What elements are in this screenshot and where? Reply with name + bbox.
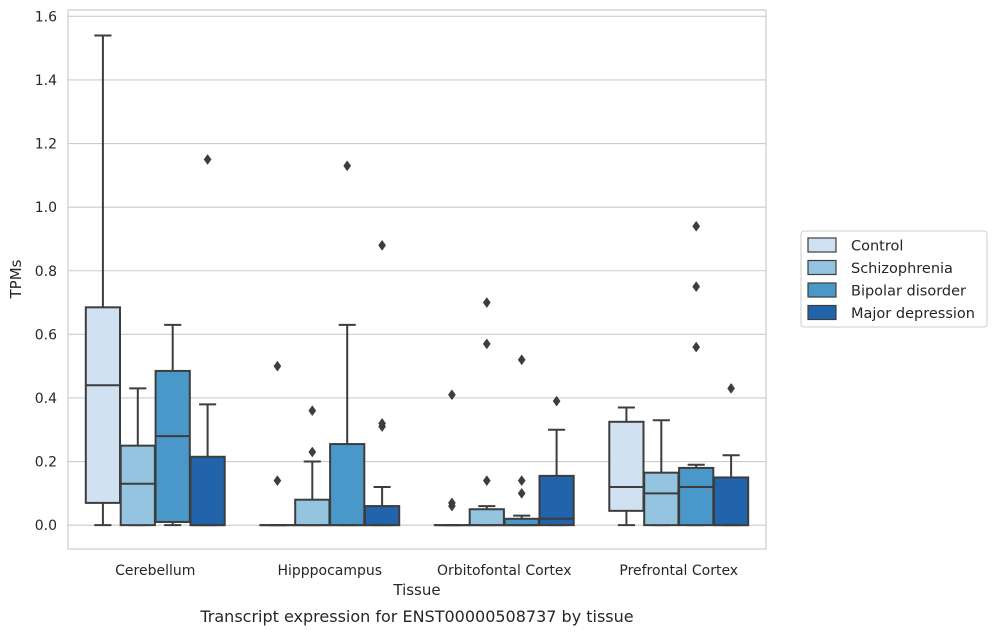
- chart-caption: Transcript expression for ENST0000050873…: [199, 607, 633, 626]
- outlier-point: [344, 161, 351, 171]
- y-tick-label: 0.8: [35, 264, 57, 280]
- box-body: [644, 473, 678, 525]
- x-tick-label: Hipppocampus: [277, 563, 382, 579]
- legend-label: Bipolar disorder: [851, 284, 966, 300]
- box-schizophrenia: [644, 420, 678, 525]
- box-control: [435, 390, 469, 525]
- outlier-point: [518, 488, 525, 498]
- box-major-depression: [714, 383, 748, 525]
- outlier-point: [274, 361, 281, 371]
- box-body: [156, 371, 190, 522]
- outlier-point: [518, 476, 525, 486]
- box-body: [470, 509, 504, 525]
- outlier-point: [483, 476, 490, 486]
- box-body: [365, 506, 399, 525]
- x-tick-label: Orbitofontal Cortex: [437, 563, 572, 579]
- box-body: [539, 476, 573, 525]
- y-axis-label: TPMs: [7, 259, 25, 299]
- y-tick-labels: 0.0 0.2 0.4 0.6 0.8 1.0 1.2 1.4 1.6: [35, 9, 57, 534]
- box-schizophrenia: [295, 406, 329, 525]
- box-groups: [86, 35, 748, 525]
- box-body: [330, 444, 364, 525]
- x-tick-labels: Cerebellum Hipppocampus Orbitofontal Corte…: [115, 563, 738, 579]
- legend-swatch: [808, 261, 836, 275]
- box-bipolar-disorder: [156, 325, 190, 525]
- legend-swatch: [808, 238, 836, 252]
- y-tick-label: 0.2: [35, 455, 57, 471]
- legend-label: Schizophrenia: [851, 261, 953, 277]
- box-body: [86, 307, 120, 503]
- outlier-point: [728, 383, 735, 393]
- outlier-point: [204, 154, 211, 164]
- x-axis-label: Tissue: [392, 581, 440, 599]
- box-major-depression: [539, 396, 573, 525]
- y-tick-label: 1.2: [35, 137, 57, 153]
- outlier-point: [309, 406, 316, 416]
- y-tick-label: 0.4: [35, 391, 57, 407]
- box-schizophrenia: [470, 298, 504, 526]
- box-bipolar-disorder: [679, 221, 713, 525]
- outlier-point: [693, 342, 700, 352]
- y-tick-label: 0.0: [35, 518, 57, 534]
- x-tick-label: Cerebellum: [115, 563, 195, 579]
- box-major-depression: [190, 154, 224, 525]
- outlier-point: [518, 355, 525, 365]
- box-bipolar-disorder: [505, 355, 539, 525]
- outlier-point: [483, 339, 490, 349]
- outlier-point: [483, 298, 490, 308]
- y-tick-label: 1.4: [35, 73, 57, 89]
- outlier-point: [693, 221, 700, 231]
- outlier-point: [309, 447, 316, 457]
- legend-swatch: [808, 283, 836, 297]
- legend-swatch: [808, 306, 836, 320]
- box-body: [295, 500, 329, 525]
- box-body: [190, 457, 224, 525]
- legend-label: Control: [851, 239, 903, 255]
- y-tick-label: 1.6: [35, 9, 57, 25]
- outlier-point: [693, 282, 700, 292]
- box-body: [121, 446, 155, 525]
- y-tick-label: 1.0: [35, 200, 57, 216]
- box-control: [260, 361, 294, 525]
- box-control: [609, 407, 643, 525]
- box-major-depression: [365, 240, 399, 525]
- y-tick-label: 0.6: [35, 327, 57, 343]
- outlier-point: [274, 476, 281, 486]
- x-tick-label: Prefrontal Cortex: [619, 563, 738, 579]
- box-bipolar-disorder: [330, 161, 364, 525]
- box-body: [679, 468, 713, 525]
- legend: Control Schizophrenia Bipolar disorder Majo…: [801, 231, 987, 327]
- box-control: [86, 35, 120, 525]
- outlier-point: [379, 240, 386, 250]
- box-schizophrenia: [121, 388, 155, 525]
- box-body: [609, 422, 643, 511]
- legend-label: Major depression: [851, 306, 975, 322]
- box-body: [714, 477, 748, 525]
